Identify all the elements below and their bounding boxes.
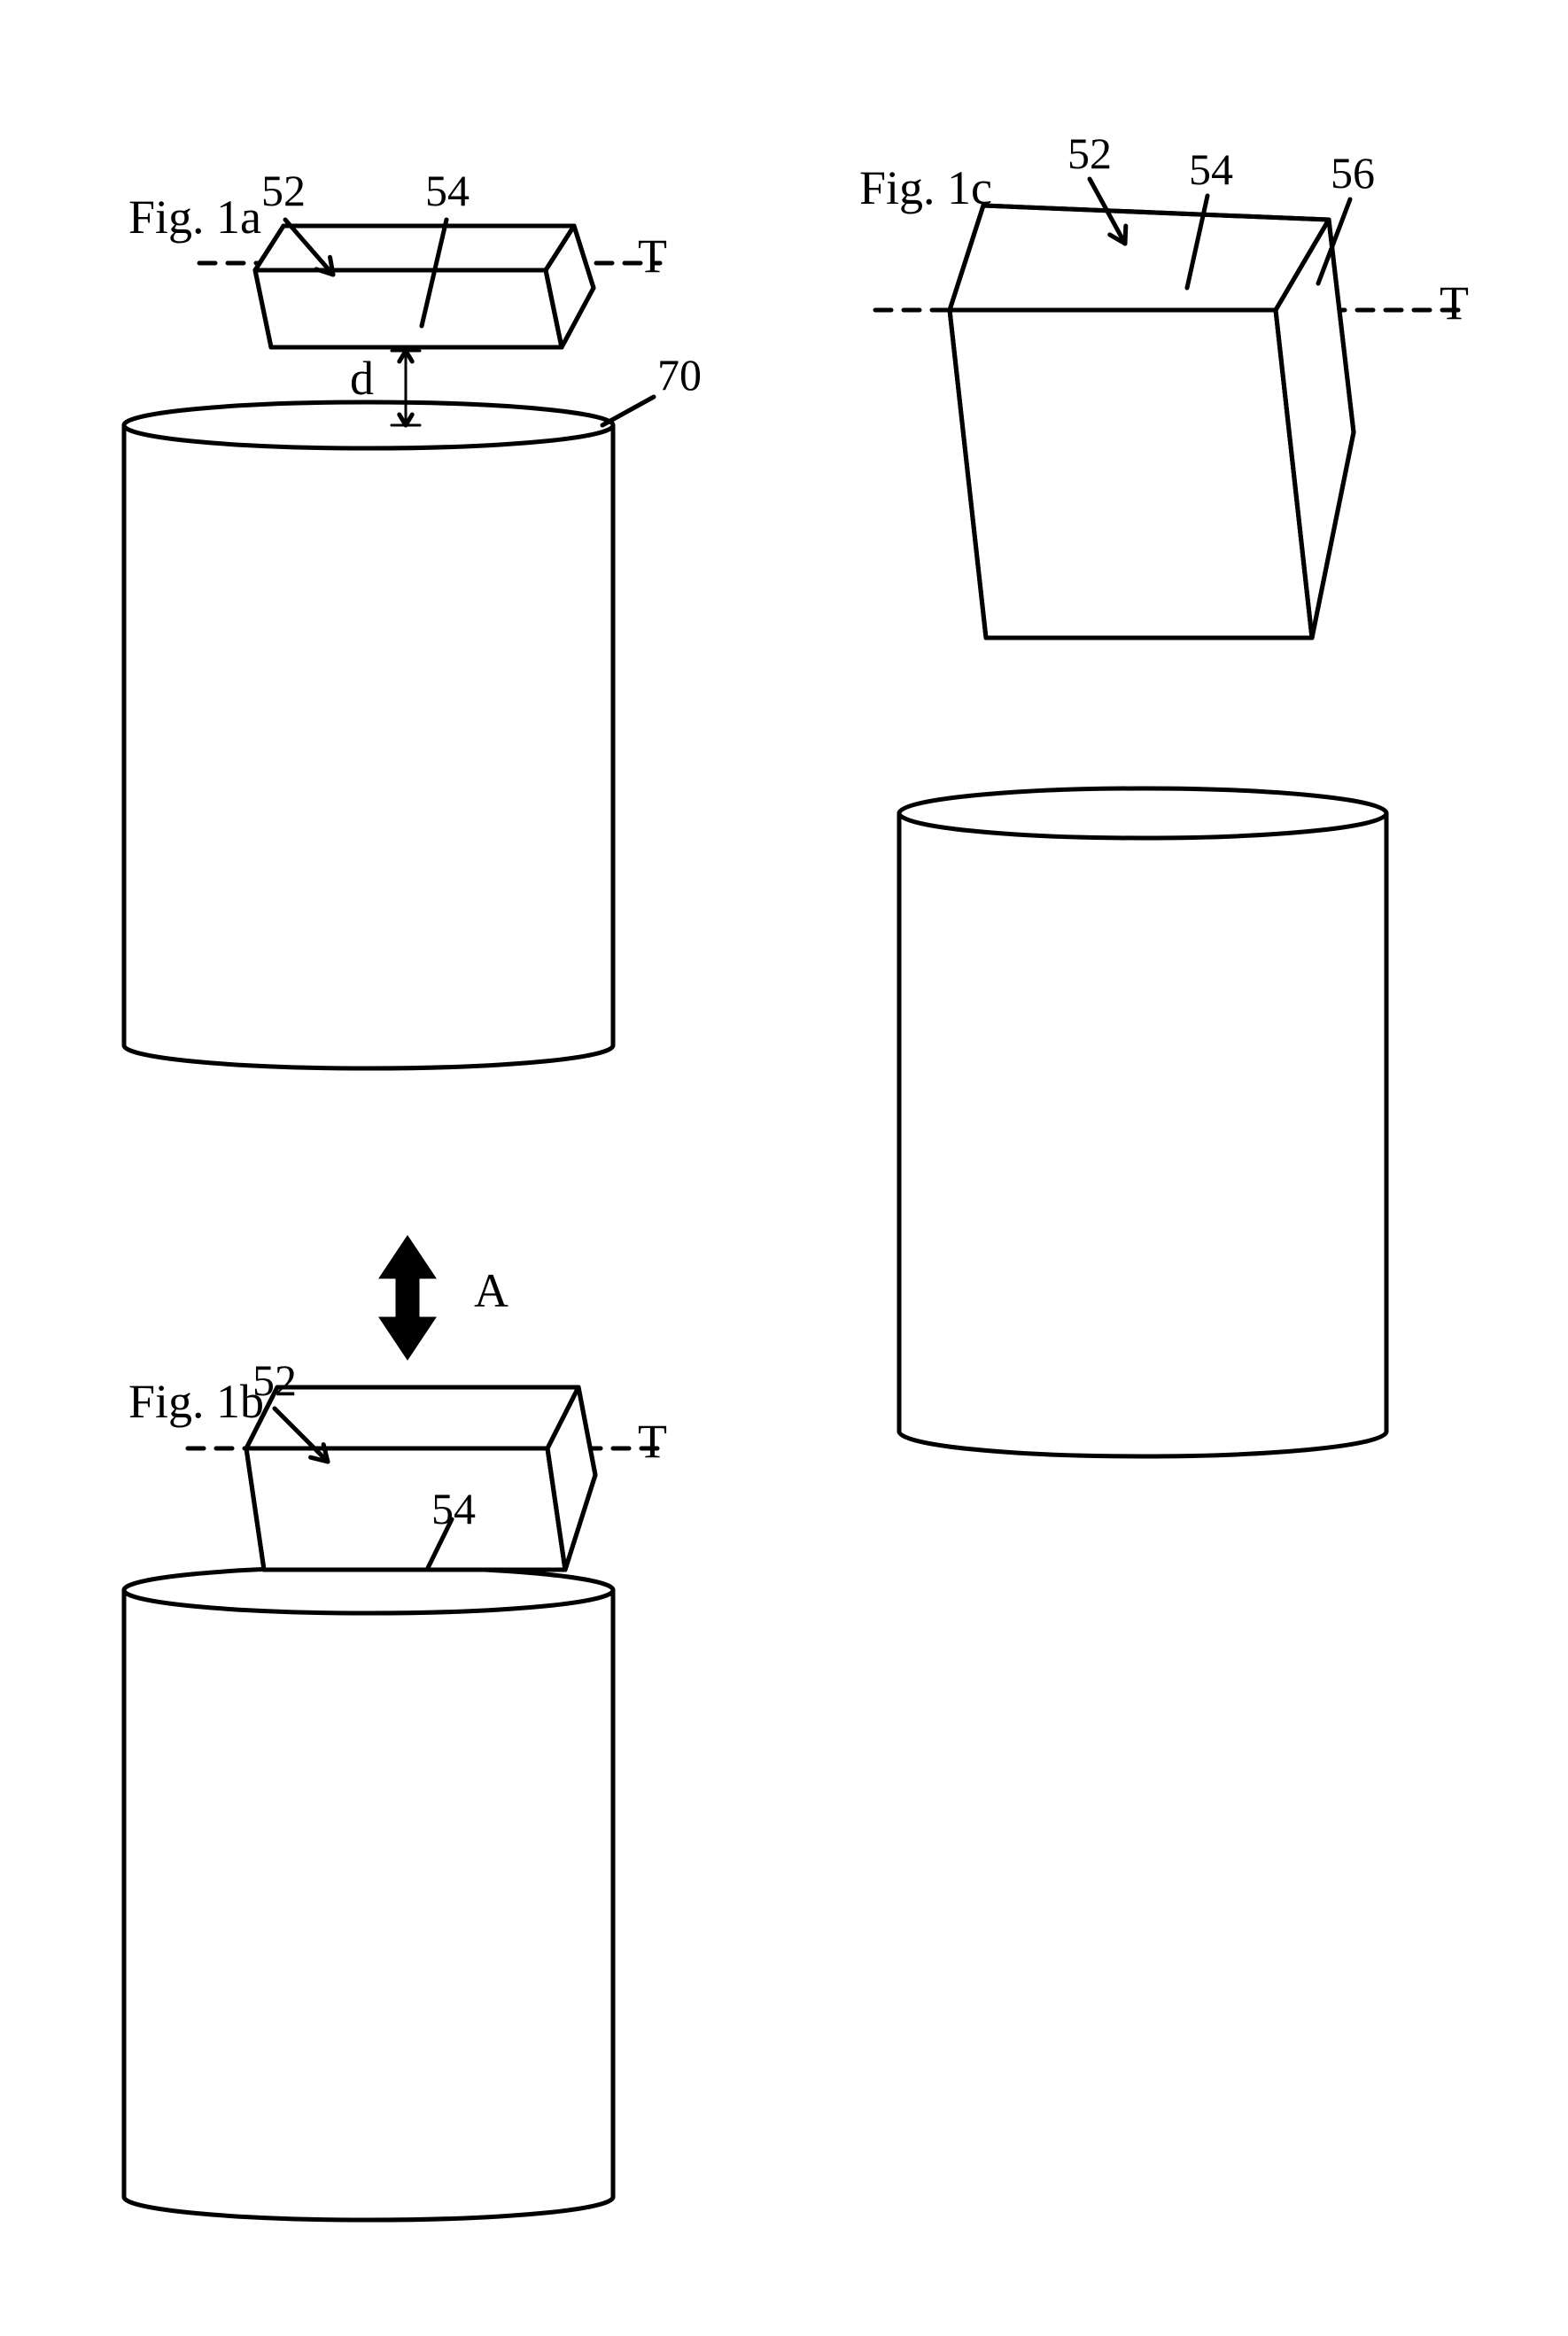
svg-text:d: d	[350, 352, 374, 405]
svg-text:54: 54	[431, 1484, 476, 1533]
svg-text:54: 54	[1189, 144, 1233, 194]
svg-text:52: 52	[1067, 128, 1112, 178]
fig-1c-title: Fig. 1c	[859, 161, 992, 214]
fig-1b-title: Fig. 1b	[128, 1375, 264, 1428]
svg-text:54: 54	[425, 166, 470, 215]
fig-1a-title: Fig. 1a	[128, 190, 261, 244]
svg-text:52: 52	[252, 1355, 297, 1405]
svg-text:T: T	[638, 1415, 667, 1468]
svg-text:A: A	[474, 1264, 508, 1317]
svg-text:56: 56	[1331, 148, 1375, 198]
svg-text:T: T	[638, 229, 667, 283]
svg-text:T: T	[1440, 276, 1469, 330]
svg-text:52: 52	[261, 166, 306, 215]
svg-text:70: 70	[657, 350, 702, 400]
